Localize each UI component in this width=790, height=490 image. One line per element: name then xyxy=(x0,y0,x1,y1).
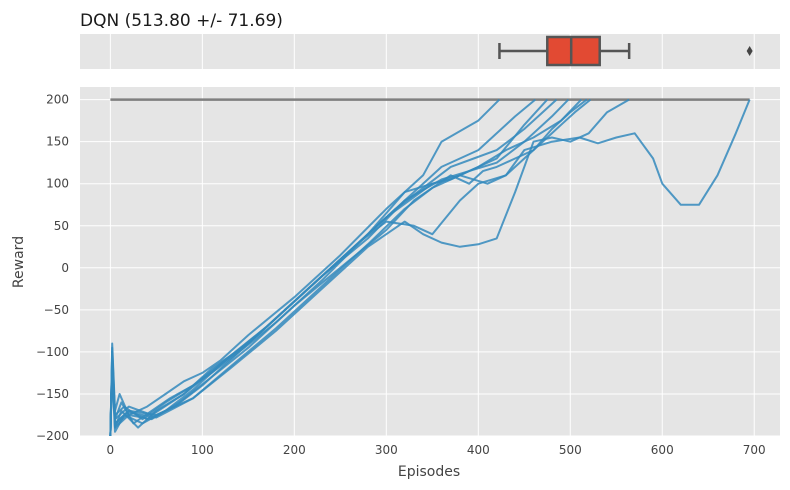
y-tick-label: 200 xyxy=(46,93,69,107)
y-tick-label: −100 xyxy=(36,345,69,359)
x-axis-label: Episodes xyxy=(398,464,460,480)
chart-title: DQN (513.80 +/- 71.69) xyxy=(80,11,283,31)
x-tick-label: 700 xyxy=(743,443,766,457)
x-tick-label: 200 xyxy=(283,443,306,457)
y-tick-label: 150 xyxy=(46,135,69,149)
line-plot-panel xyxy=(80,87,780,436)
y-tick-label: 0 xyxy=(61,261,69,275)
x-tick-label: 100 xyxy=(191,443,214,457)
series-line xyxy=(109,98,501,437)
boxplot-panel xyxy=(80,34,780,69)
box-outlier xyxy=(746,46,753,56)
x-tick-label: 400 xyxy=(467,443,490,457)
y-axis-label: Reward xyxy=(11,236,27,288)
y-tick-label: 50 xyxy=(54,219,69,233)
y-tick-labels: −200 −150 −100 −50 0 50 100 150 200 xyxy=(36,93,69,443)
series-layer xyxy=(109,98,751,437)
x-tick-label: 500 xyxy=(559,443,582,457)
y-tick-label: −150 xyxy=(36,387,69,401)
x-tick-label: 0 xyxy=(107,443,115,457)
x-tick-label: 600 xyxy=(651,443,674,457)
series-line xyxy=(109,98,536,437)
x-tick-label: 300 xyxy=(375,443,398,457)
series-line xyxy=(109,99,751,437)
series-line xyxy=(109,98,630,437)
y-tick-label: −200 xyxy=(36,429,69,443)
series-line xyxy=(109,98,588,437)
box-iqr xyxy=(546,35,601,67)
x-tick-labels: 0 100 200 300 400 500 600 700 xyxy=(107,443,766,457)
y-tick-label: 100 xyxy=(46,177,69,191)
boxplot-marks xyxy=(498,35,753,67)
y-tick-label: −50 xyxy=(44,303,69,317)
